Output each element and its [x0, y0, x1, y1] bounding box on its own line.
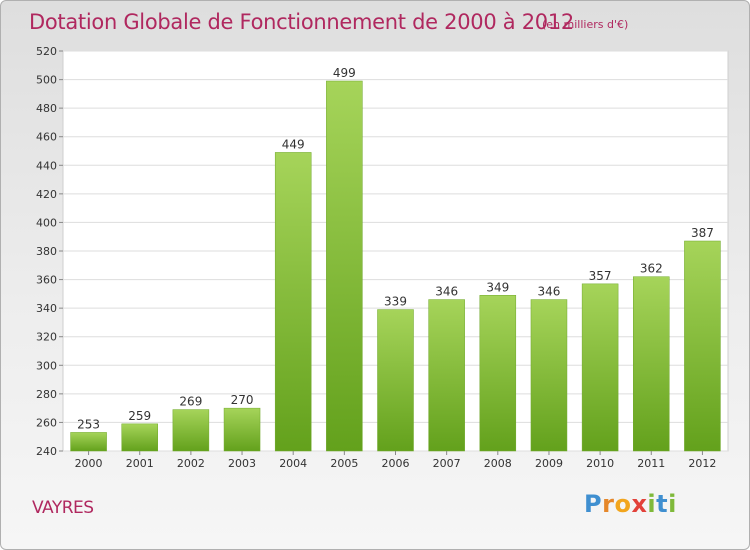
y-tick-label: 360 — [36, 274, 57, 287]
y-tick-label: 400 — [36, 216, 57, 229]
bar-2007 — [428, 299, 465, 452]
y-axis: 240 260 280 300 320 340 360 380 400 420 440 460 480 5… — [36, 45, 63, 458]
x-tick-label: 2005 — [330, 457, 358, 470]
x-tick-label: 2001 — [126, 457, 154, 470]
bar-2011 — [633, 276, 670, 452]
y-tick-label: 280 — [36, 388, 57, 401]
y-tick-label: 380 — [36, 245, 57, 258]
y-tick-label: 520 — [36, 45, 57, 58]
y-tick-label: 340 — [36, 302, 57, 315]
bar-value-label: 346 — [538, 285, 561, 299]
logo-letter: x — [631, 490, 648, 518]
bar-2003 — [223, 407, 261, 452]
logo-letter: i — [668, 490, 677, 518]
chart-title: Dotation Globale de Fonctionnement de 20… — [29, 10, 574, 34]
proxiti-logo: Proxiti — [584, 490, 677, 518]
x-tick-label: 2012 — [688, 457, 716, 470]
y-tick-label: 500 — [36, 74, 57, 87]
bar-value-label: 269 — [179, 395, 202, 409]
y-tick-label: 440 — [36, 159, 57, 172]
y-tick-label: 460 — [36, 131, 57, 144]
bar-value-label: 253 — [77, 417, 100, 431]
bar-2000 — [70, 432, 107, 452]
y-tick-label: 420 — [36, 188, 57, 201]
bar-2004 — [274, 152, 312, 452]
bar-value-label: 449 — [282, 137, 305, 151]
logo-letter: P — [584, 490, 603, 518]
x-tick-label: 2004 — [279, 457, 307, 470]
chart-subtitle: (en milliers d'€) — [542, 18, 629, 31]
bar-2001 — [121, 423, 158, 452]
bar-2010 — [581, 283, 619, 452]
bar-value-label: 362 — [640, 262, 663, 276]
bar-2005 — [326, 80, 363, 452]
y-tick-label: 240 — [36, 445, 57, 458]
bar-2012 — [684, 240, 721, 452]
bar-value-label: 357 — [589, 269, 612, 283]
x-tick-label: 2002 — [177, 457, 205, 470]
bar-value-label: 346 — [435, 285, 458, 299]
bar-2009 — [530, 299, 568, 452]
logo-letter: i — [647, 490, 657, 518]
x-tick-label: 2000 — [75, 457, 103, 470]
logo-letter: o — [614, 490, 632, 518]
y-tick-label: 260 — [36, 416, 57, 429]
bar-value-label: 339 — [384, 295, 407, 309]
bar-value-label: 270 — [231, 393, 254, 407]
bar-value-label: 349 — [486, 280, 509, 294]
x-tick-label: 2007 — [433, 457, 461, 470]
bar-value-label: 387 — [691, 226, 714, 240]
bar-2006 — [377, 309, 414, 452]
x-tick-label: 2006 — [382, 457, 410, 470]
y-tick-label: 300 — [36, 359, 57, 372]
y-tick-label: 320 — [36, 331, 57, 344]
bars: 253 259 269 270 449 499 339 346 349 346 357 362 387 — [70, 66, 721, 452]
bar-value-label: 499 — [333, 66, 356, 80]
bar-2008 — [479, 295, 517, 452]
logo-letter: r — [602, 490, 615, 518]
x-tick-label: 2003 — [228, 457, 256, 470]
town-name: VAYRES — [32, 498, 94, 518]
logo-letter: t — [656, 490, 669, 518]
bar-value-label: 259 — [128, 409, 151, 423]
x-axis: 2000 2001 2002 2003 2004 2005 2006 2007 2008 2009… — [75, 451, 716, 470]
y-tick-label: 480 — [36, 102, 57, 115]
x-tick-label: 2011 — [637, 457, 665, 470]
x-tick-label: 2010 — [586, 457, 614, 470]
x-tick-label: 2008 — [484, 457, 512, 470]
bar-2002 — [172, 409, 210, 452]
x-tick-label: 2009 — [535, 457, 563, 470]
